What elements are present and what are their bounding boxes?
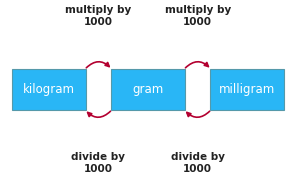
Text: divide by
1000: divide by 1000 <box>171 152 225 174</box>
FancyBboxPatch shape <box>111 69 185 110</box>
Text: multiply by
1000: multiply by 1000 <box>165 5 231 27</box>
Text: kilogram: kilogram <box>23 83 75 96</box>
Text: milligram: milligram <box>219 83 275 96</box>
FancyBboxPatch shape <box>12 69 86 110</box>
Text: divide by
1000: divide by 1000 <box>71 152 125 174</box>
FancyBboxPatch shape <box>210 69 284 110</box>
Text: multiply by
1000: multiply by 1000 <box>65 5 131 27</box>
Text: gram: gram <box>132 83 164 96</box>
